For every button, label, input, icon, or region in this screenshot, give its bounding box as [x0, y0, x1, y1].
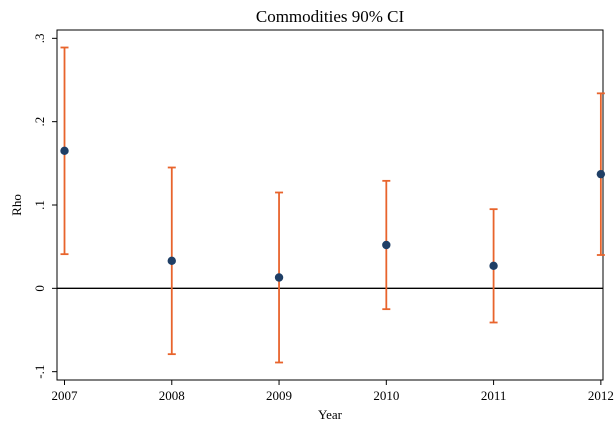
y-tick-label: .3 [32, 33, 47, 43]
point [60, 146, 69, 156]
point [167, 256, 176, 266]
point [489, 261, 498, 271]
x-tick-label: 2012 [588, 388, 614, 403]
x-tick-label: 2008 [159, 388, 185, 403]
x-tick-label: 2009 [266, 388, 292, 403]
x-axis-label: Year [318, 407, 343, 422]
y-tick-label: -.1 [32, 365, 47, 379]
x-tick-label: 2010 [373, 388, 399, 403]
y-axis-label: Rho [9, 194, 24, 216]
x-tick-label: 2007 [52, 388, 79, 403]
point [274, 273, 284, 282]
point [596, 169, 606, 179]
plot-frame [56, 29, 604, 381]
chart-title: Commodities 90% CI [256, 7, 405, 26]
x-tick-label: 2011 [481, 388, 507, 403]
y-tick-label: .1 [32, 200, 47, 210]
y-tick-label: 0 [32, 285, 47, 292]
y-tick-label: .2 [32, 117, 47, 127]
point [382, 240, 391, 250]
